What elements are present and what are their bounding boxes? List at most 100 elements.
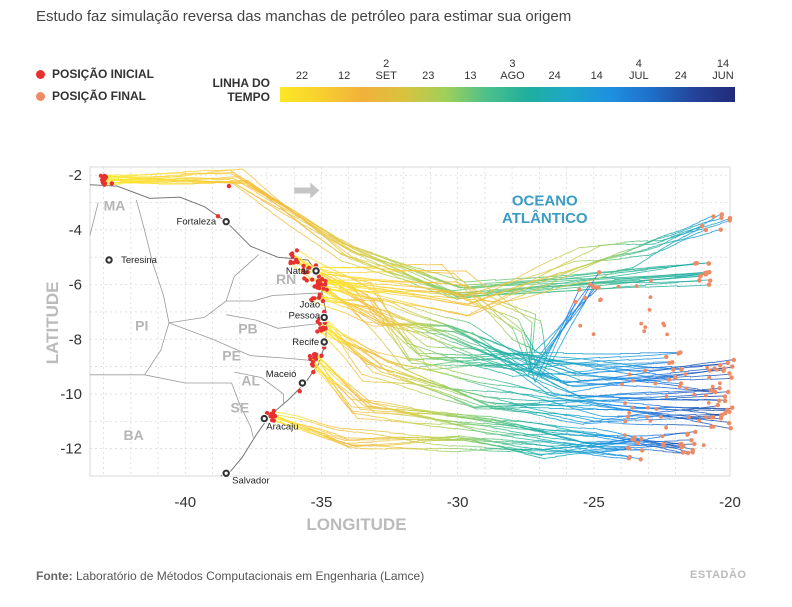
trajectory-segment — [631, 378, 652, 382]
trajectory-segment — [615, 454, 629, 458]
trajectory-segment — [545, 447, 558, 451]
trajectory-segment — [663, 232, 672, 237]
timeline-tick-month: JUN — [712, 70, 734, 82]
trajectory-segment — [292, 426, 304, 431]
trajectory-segment — [475, 440, 487, 442]
trajectory-segment — [378, 323, 388, 327]
trajectory-segment — [368, 407, 387, 410]
trajectory-segment — [480, 428, 497, 433]
trajectory-segment — [650, 376, 672, 380]
city-star-center — [300, 381, 305, 385]
trajectory-segment — [647, 240, 656, 242]
initial-position-dot — [294, 248, 299, 253]
trajectory-segment — [277, 201, 291, 211]
trajectory-segment — [515, 441, 527, 444]
trajectory-segment — [468, 362, 482, 366]
trajectory-segment — [669, 275, 701, 279]
ocean-label-line1: OCEANO — [512, 192, 578, 209]
trajectory-segment — [246, 182, 260, 191]
trajectory-segment — [350, 293, 360, 296]
trajectory-segment — [374, 294, 395, 300]
trajectory-segment — [276, 199, 293, 211]
trajectory-segment — [375, 377, 392, 383]
trajectory-segment — [216, 172, 233, 174]
trajectory-segment — [480, 329, 494, 339]
legend-final-position: POSIÇÃO FINAL — [36, 89, 146, 103]
trajectory-segment — [409, 347, 418, 354]
trajectory-segment — [653, 445, 666, 449]
trajectory-segment — [345, 393, 351, 400]
trajectory-segment — [424, 382, 440, 388]
trajectory-segment — [166, 174, 184, 177]
trajectory-segment — [652, 366, 673, 369]
trajectory-segment — [651, 410, 669, 414]
trajectory-segment — [386, 317, 394, 324]
y-tick-label: -6 — [69, 277, 82, 294]
initial-position-dot — [215, 214, 221, 219]
page-title: Estudo faz simulação reversa das manchas… — [36, 8, 572, 25]
trajectory-segment — [616, 242, 625, 244]
trajectory-segment — [500, 359, 514, 370]
trajectory-segment — [417, 315, 430, 321]
trajectory-segment — [322, 234, 337, 247]
trajectory-segment — [544, 344, 552, 355]
trajectory-segment — [450, 436, 467, 440]
final-position-dot — [699, 223, 705, 229]
trajectory-segment — [255, 192, 272, 202]
final-position-dot — [690, 450, 695, 455]
trajectory-segment — [616, 376, 636, 380]
trajectory-segment — [659, 235, 669, 239]
trajectory-segment — [574, 302, 583, 312]
trajectory-segment — [326, 430, 337, 435]
trajectory-segment — [650, 391, 669, 394]
trajectory-segment — [463, 285, 473, 293]
trajectory-segment — [328, 332, 338, 338]
trajectory-segment — [522, 403, 539, 406]
trajectory-segment — [531, 369, 534, 377]
trajectory-segment — [417, 384, 432, 387]
trajectory-segment — [531, 317, 541, 322]
final-position-dot — [694, 261, 699, 266]
trajectory-segment — [550, 440, 564, 444]
trajectory-segment — [388, 328, 395, 338]
trajectory-segment — [652, 237, 661, 241]
trajectory-segment — [380, 309, 391, 312]
trajectory-segment — [417, 438, 433, 441]
trajectory-segment — [567, 246, 581, 254]
trajectory-segment — [467, 342, 483, 347]
trajectory-segment — [366, 363, 383, 369]
trajectory-segment — [484, 344, 502, 352]
trajectory-segment — [702, 231, 713, 236]
trajectory-segment — [619, 355, 641, 358]
trajectory-segment — [417, 416, 435, 420]
trajectory-segment — [537, 404, 554, 406]
timeline-gradient-bar — [280, 87, 735, 102]
trajectory-segment — [282, 419, 293, 424]
trajectory-segment — [540, 357, 547, 371]
trajectory-segment — [621, 268, 628, 271]
trajectory-segment — [435, 366, 451, 371]
trajectory-segment — [476, 300, 487, 311]
trajectory-segment — [385, 408, 405, 411]
trajectory-segment — [454, 427, 473, 432]
trajectory-segment — [523, 315, 533, 324]
trajectory-segment — [511, 408, 525, 412]
trajectory-segment — [325, 434, 336, 440]
trajectory-segment — [342, 305, 352, 311]
trajectory-segment — [351, 410, 369, 414]
trajectory-segment — [507, 403, 524, 406]
trajectory-segment — [545, 271, 563, 278]
trajectory-segment — [492, 338, 506, 347]
trajectory-segment — [386, 405, 406, 409]
trajectory-segment — [408, 268, 422, 275]
trajectory-segment — [388, 271, 403, 277]
trajectory-segment — [466, 271, 476, 279]
trajectory-segment — [616, 392, 635, 395]
trajectory-segment — [385, 319, 398, 325]
trajectory-segment — [409, 326, 419, 329]
trajectory-segment — [615, 269, 622, 272]
final-position-dot — [599, 297, 603, 302]
timeline-tick: 14 JUN — [712, 58, 733, 82]
trajectory-segment — [344, 299, 355, 302]
trajectory-segment — [434, 436, 451, 439]
